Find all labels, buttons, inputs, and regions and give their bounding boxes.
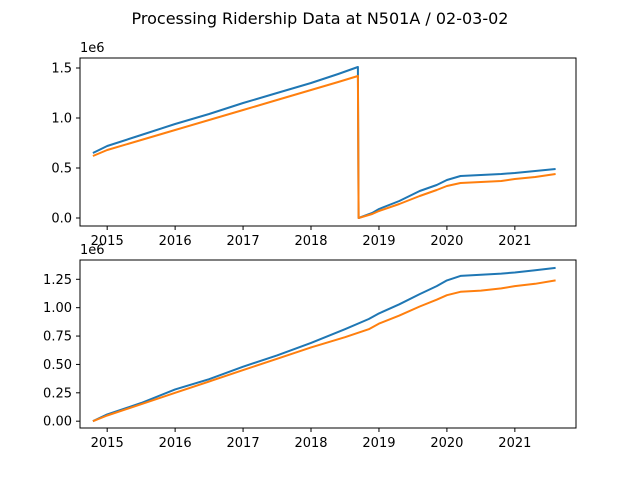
y-offset-label: 1e6 <box>80 243 105 258</box>
x-tick-label: 2021 <box>498 234 531 249</box>
y-tick-label: 0.5 <box>51 162 72 177</box>
x-tick-label: 2020 <box>430 436 463 451</box>
series-line-2 <box>92 279 556 423</box>
x-tick-label: 2015 <box>91 234 124 249</box>
y-tick-label: 1.00 <box>43 301 72 316</box>
axes-frame <box>79 57 577 227</box>
y-tick-label: 0.50 <box>43 358 72 373</box>
top-subplot: 2015 2016 2017 2018 2019 2020 2021 0.0 0.5 1.0 1.5… <box>51 41 577 249</box>
x-tick-label: 2017 <box>227 234 260 249</box>
series-line-1 <box>92 266 556 423</box>
x-tick-label: 2017 <box>227 436 260 451</box>
y-tick-label: 1.25 <box>43 273 72 288</box>
y-tick-label: 0.75 <box>43 330 72 345</box>
x-tick-label: 2018 <box>294 436 327 451</box>
bottom-subplot: 2015 2016 2017 2018 2019 2020 2021 0.00 0.25 0.50… <box>43 243 577 451</box>
y-tick-label: 1.0 <box>51 112 72 127</box>
figure-title: Processing Ridership Data at N501A / 02-… <box>132 9 509 28</box>
axes-frame <box>79 259 577 429</box>
series-line-2 <box>92 75 556 219</box>
x-tick-label: 2020 <box>430 234 463 249</box>
series-line-1 <box>92 66 556 219</box>
x-tick-label: 2019 <box>362 436 395 451</box>
y-tick-label: 0.25 <box>43 386 72 401</box>
x-tick-label: 2019 <box>362 234 395 249</box>
x-tick-label: 2021 <box>498 436 531 451</box>
y-tick-label: 1.5 <box>51 62 72 77</box>
x-tick-label: 2015 <box>91 436 124 451</box>
x-tick-label: 2016 <box>159 234 192 249</box>
x-tick-label: 2016 <box>159 436 192 451</box>
x-tick-label: 2018 <box>294 234 327 249</box>
y-tick-label: 0.0 <box>51 212 72 227</box>
y-offset-label: 1e6 <box>80 41 105 56</box>
y-tick-label: 0.00 <box>43 415 72 430</box>
